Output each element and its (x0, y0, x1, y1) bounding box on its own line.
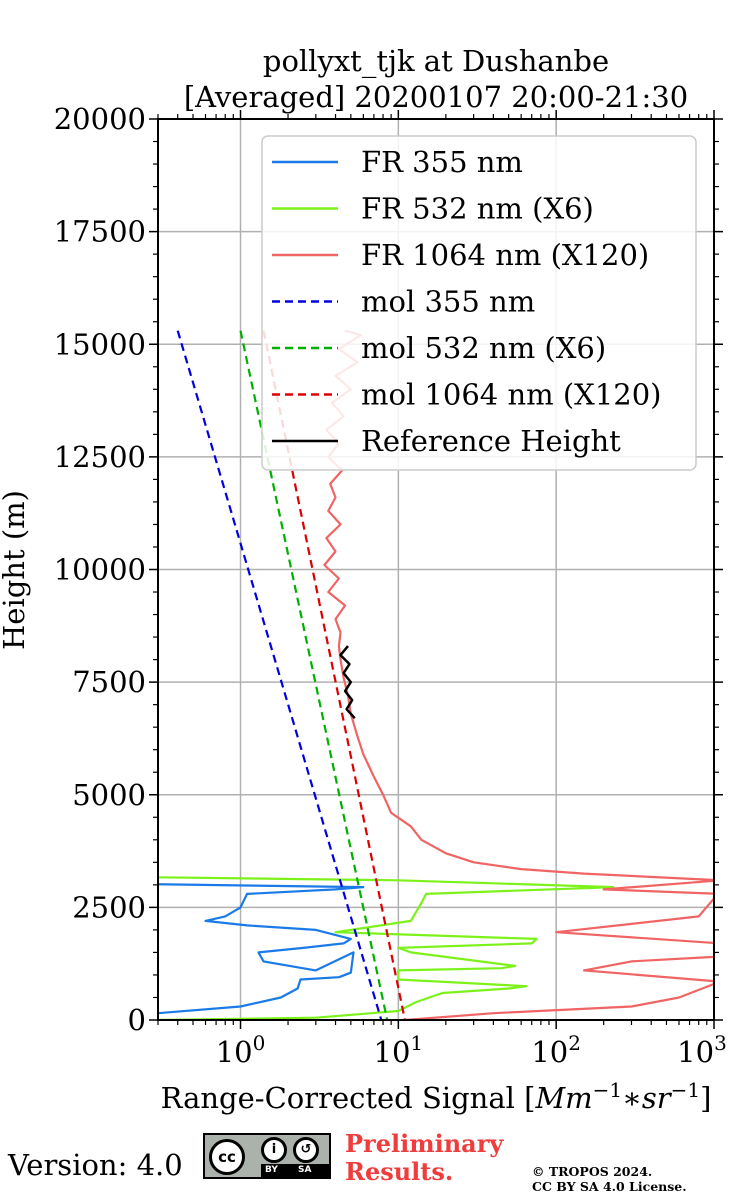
legend-box (261, 135, 697, 471)
y-tick-label: 2500 (72, 890, 146, 924)
legend-label: mol 1064 nm (X120) (361, 378, 662, 412)
legend-label: FR 355 nm (361, 145, 523, 179)
x-axis-label: Range-Corrected Signal [Mm−1∗sr−1] (161, 1078, 712, 1115)
cc-icon: cc (209, 1139, 245, 1175)
attribution-icon: i (261, 1137, 287, 1163)
by-label: BY (265, 1165, 278, 1175)
legend-label: FR 532 nm (X6) (361, 192, 594, 226)
x-tick-label: 103 (677, 1031, 727, 1069)
y-tick-label: 12500 (54, 440, 146, 474)
chart-subtitle: [Averaged] 20200107 20:00-21:30 (183, 80, 689, 114)
cc-license-badge: cc i ↺ BY SA (203, 1133, 331, 1179)
chart-title: pollyxt_tjk at Dushanbe (262, 44, 610, 78)
y-tick-label: 10000 (54, 553, 146, 587)
preliminary-notice: Preliminary Results. (345, 1129, 504, 1186)
series-line-fr-532-nm-x6 (158, 876, 615, 1020)
copyright-notice: © TROPOS 2024. CC BY SA 4.0 License. (532, 1164, 687, 1194)
x-tick-label: 100 (216, 1031, 266, 1069)
sa-label: SA (298, 1165, 312, 1175)
y-tick-label: 5000 (72, 778, 146, 812)
legend-label: FR 1064 nm (X120) (361, 238, 649, 272)
y-tick-label: 17500 (54, 215, 146, 249)
series-line-reference-height (339, 645, 356, 720)
share-alike-icon: ↺ (293, 1137, 319, 1163)
y-axis-label: Height (m) (0, 490, 31, 650)
series-line-fr-355-nm (158, 883, 365, 1015)
series-line-mol-355-nm (176, 330, 383, 1020)
y-tick-label: 20000 (54, 102, 146, 136)
legend-label: Reference Height (361, 424, 621, 458)
y-tick-label: 0 (128, 1003, 146, 1037)
version-label: Version: 4.0 (8, 1148, 183, 1182)
y-tick-label: 15000 (54, 327, 146, 361)
y-tick-label: 7500 (72, 665, 146, 699)
legend-label: mol 355 nm (361, 285, 535, 319)
x-tick-label: 102 (531, 1031, 581, 1069)
x-tick-label: 101 (374, 1031, 424, 1069)
legend-label: mol 532 nm (X6) (361, 331, 606, 365)
